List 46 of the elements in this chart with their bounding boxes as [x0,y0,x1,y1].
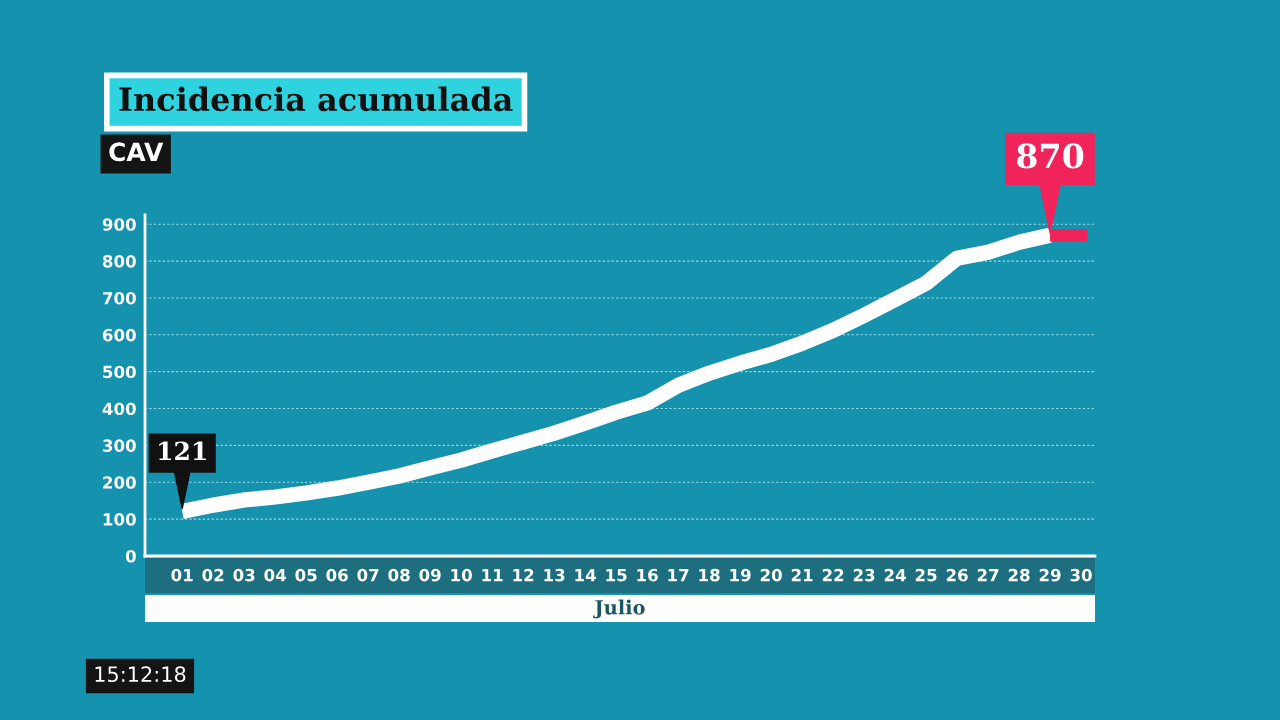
x-tick-label: 24 [884,568,906,582]
y-tick-label: 200 [103,476,136,489]
x-axis-title: Julio [593,599,645,619]
x-tick-label: 26 [946,568,968,582]
x-tick-label: 11 [482,569,503,582]
text: 15:12:18 [95,666,186,683]
x-tick-label: 20 [760,568,782,582]
y-tick-label: 600 [102,328,136,342]
x-tick-label: 29 [1039,568,1061,582]
x-tick-label: 21 [791,568,813,582]
x-tick-label: 28 [1008,568,1030,582]
chart-subtitle: CAV [109,142,164,162]
x-tick-label: 06 [326,568,348,582]
x-tick-label: 15 [606,569,627,582]
x-tick-label: 17 [668,569,689,582]
y-tick-label: 0 [125,549,136,563]
y-tick-label: 400 [102,402,136,416]
x-tick-label: 05 [295,568,317,582]
annotation: 870 [1016,143,1084,169]
x-tick-label: 25 [915,568,937,582]
x-tick-label: 02 [202,568,224,582]
x-tick-label: 13 [544,568,565,582]
y-tick-label: 500 [103,365,136,379]
x-tick-label: 14 [575,569,596,582]
y-tick-label: 900 [102,218,136,231]
x-tick-label: 01 [171,568,193,582]
x-tick-label: 23 [853,568,875,582]
x-tick-label: 18 [699,568,720,582]
x-tick-label: 04 [264,568,287,582]
x-tick-label: 22 [822,568,844,582]
x-tick-label: 16 [637,568,658,582]
x-tick-label: 27 [977,568,999,582]
x-tick-label: 30 [1070,568,1092,582]
x-tick-label: 09 [419,568,441,582]
x-tick-label: 19 [730,568,751,582]
x-tick-label: 10 [451,568,472,582]
x-tick-label: 07 [357,568,379,582]
x-tick-label: 12 [513,568,534,582]
y-tick-label: 800 [102,255,136,268]
y-tick-label: 100 [103,513,136,526]
y-tick-label: 300 [102,439,136,452]
chart-title: Incidencia acumulada [119,86,513,112]
annotation: 121 [159,441,206,460]
x-tick-label: 03 [233,568,255,582]
x-tick-label: 08 [388,568,410,582]
y-tick-label: 700 [102,291,136,305]
